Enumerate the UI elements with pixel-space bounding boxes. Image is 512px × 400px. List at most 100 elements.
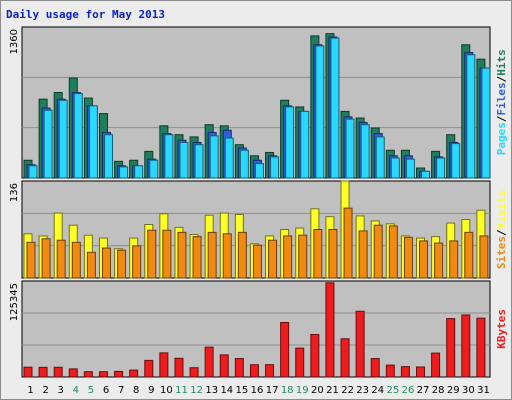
bar-sites-day-21 xyxy=(328,229,338,279)
bar-sites-day-8 xyxy=(132,245,142,279)
x-tick-label-day-12: 12 xyxy=(190,385,203,396)
bar-sites-day-27 xyxy=(419,240,429,279)
bar-kbytes-day-15 xyxy=(234,358,244,378)
bar-pages-day-6 xyxy=(103,134,113,179)
bar-sites-day-25 xyxy=(388,225,398,279)
bar-kbytes-day-22 xyxy=(340,338,350,378)
bar-pages-day-20 xyxy=(315,45,325,179)
bar-pages-day-28 xyxy=(436,157,446,179)
bar-kbytes-day-7 xyxy=(114,370,124,378)
x-tick-label-day-6: 6 xyxy=(103,385,109,396)
x-tick-label-day-10: 10 xyxy=(160,385,173,396)
y-max-label-kbytes: 125345 xyxy=(9,283,20,321)
bar-sites-day-5 xyxy=(86,251,96,279)
panel-visits-sites: 136 Sites/Visits xyxy=(9,180,508,279)
x-tick-label-day-28: 28 xyxy=(432,385,445,396)
panel-kbytes: 125345 KBytes xyxy=(9,280,508,378)
bar-kbytes-day-24 xyxy=(370,358,380,378)
bar-pages-day-14 xyxy=(224,137,234,179)
bar-pages-day-22 xyxy=(345,118,355,179)
bar-pages-day-2 xyxy=(43,109,53,179)
legend-item: Files xyxy=(495,82,508,115)
bar-kbytes-day-13 xyxy=(204,346,214,378)
bar-pages-day-18 xyxy=(285,106,295,179)
x-tick-label-day-15: 15 xyxy=(236,385,249,396)
bar-kbytes-day-1 xyxy=(23,366,33,378)
x-tick-label-day-23: 23 xyxy=(356,385,369,396)
x-tick-label-day-13: 13 xyxy=(205,385,218,396)
bar-sites-day-3 xyxy=(56,239,66,279)
bar-kbytes-day-20 xyxy=(310,333,320,378)
x-tick-label-day-5: 5 xyxy=(88,385,94,396)
x-tick-label-day-29: 29 xyxy=(447,385,460,396)
bar-pages-day-7 xyxy=(119,166,129,179)
bar-sites-day-22 xyxy=(343,207,353,279)
bar-sites-day-28 xyxy=(434,242,444,279)
bar-pages-day-30 xyxy=(466,54,476,179)
legend-hits-files-pages: Pages/Files/Hits xyxy=(495,49,508,155)
x-tick-label-day-21: 21 xyxy=(326,385,339,396)
legend-item: Visits xyxy=(495,190,508,230)
bar-sites-day-12 xyxy=(192,236,202,279)
legend-item: / xyxy=(495,229,508,236)
bar-sites-day-2 xyxy=(41,238,51,279)
bar-sites-day-23 xyxy=(358,230,368,279)
bar-kbytes-day-8 xyxy=(129,369,139,378)
bar-pages-day-24 xyxy=(375,136,385,179)
bar-sites-day-6 xyxy=(101,247,111,279)
bar-kbytes-day-17 xyxy=(265,364,275,378)
bar-sites-day-14 xyxy=(222,233,232,279)
bar-sites-day-4 xyxy=(71,241,81,279)
x-tick-label-day-19: 19 xyxy=(296,385,309,396)
bar-kbytes-day-29 xyxy=(446,318,456,378)
bar-kbytes-day-27 xyxy=(416,366,426,378)
bar-sites-day-29 xyxy=(449,240,459,279)
bar-sites-day-26 xyxy=(403,236,413,279)
bar-pages-day-4 xyxy=(73,93,83,179)
bar-pages-day-25 xyxy=(390,157,400,179)
legend-kbytes: KBytes xyxy=(495,309,508,349)
bar-kbytes-day-31 xyxy=(476,317,486,378)
bar-sites-day-16 xyxy=(252,244,262,279)
bar-sites-day-1 xyxy=(26,241,36,279)
bar-pages-day-1 xyxy=(28,165,38,179)
bar-kbytes-day-9 xyxy=(144,359,154,378)
bar-pages-day-26 xyxy=(405,158,415,179)
bar-sites-day-18 xyxy=(283,235,293,279)
x-tick-label-day-14: 14 xyxy=(220,385,233,396)
bar-pages-day-8 xyxy=(134,165,144,179)
x-tick-label-day-3: 3 xyxy=(58,385,64,396)
legend-item: Pages xyxy=(495,122,508,155)
bar-sites-day-15 xyxy=(237,231,247,279)
bar-sites-day-31 xyxy=(479,235,489,279)
bar-pages-day-9 xyxy=(149,159,159,179)
x-tick-label-day-25: 25 xyxy=(387,385,400,396)
legend-item: Hits xyxy=(495,49,508,76)
bar-sites-day-10 xyxy=(162,229,172,279)
bar-sites-day-30 xyxy=(464,231,474,279)
y-max-label-hits-files-pages: 1360 xyxy=(9,29,20,54)
bar-kbytes-day-14 xyxy=(219,354,229,378)
bar-sites-day-7 xyxy=(117,249,127,279)
x-tick-label-day-20: 20 xyxy=(311,385,324,396)
legend-item: / xyxy=(495,75,508,82)
bar-pages-day-29 xyxy=(451,143,461,179)
x-tick-label-day-16: 16 xyxy=(251,385,264,396)
legend-item: Sites xyxy=(495,236,508,269)
bar-kbytes-day-19 xyxy=(295,347,305,378)
bar-pages-day-21 xyxy=(330,37,340,179)
bar-pages-day-5 xyxy=(88,105,98,179)
bar-kbytes-day-10 xyxy=(159,352,169,378)
x-tick-label-day-9: 9 xyxy=(148,385,154,396)
bar-kbytes-day-18 xyxy=(280,321,290,378)
bar-kbytes-day-30 xyxy=(461,314,471,378)
x-axis-day-labels: 1 2 3 4 5 6 7 8 9 10 11 12 13 14 15 16 17 18 19 20 21 22 23 24 2… xyxy=(27,385,489,396)
x-tick-label-day-17: 17 xyxy=(266,385,279,396)
bar-sites-day-19 xyxy=(298,234,308,279)
bar-kbytes-day-28 xyxy=(431,352,441,378)
x-tick-label-day-11: 11 xyxy=(175,385,188,396)
bar-kbytes-day-11 xyxy=(174,357,184,378)
bar-sites-day-20 xyxy=(313,229,323,279)
